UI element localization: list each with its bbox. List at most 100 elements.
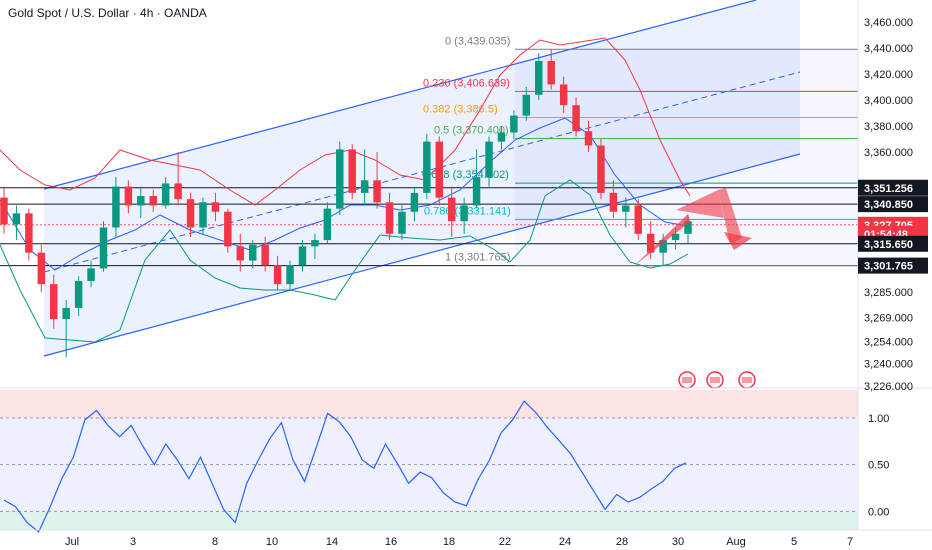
price-axis-label: 3,440.000 — [864, 43, 913, 55]
candle-body — [460, 205, 468, 222]
time-axis-label: 30 — [672, 536, 684, 548]
price-axis-label: 3,380.000 — [864, 121, 913, 133]
projection-arrow-down-shaft — [718, 188, 742, 244]
price-tag-box — [858, 179, 928, 196]
price-tag-label: 3,351.256 — [864, 183, 913, 195]
candle-body — [311, 240, 319, 247]
candle-body — [510, 115, 518, 133]
fib-label: 0 (3,439.035) — [445, 35, 510, 47]
us-event-flag-stripes — [682, 377, 692, 383]
candle-body — [186, 199, 195, 228]
time-axis-label: 22 — [499, 536, 511, 548]
time-axis-label: 14 — [326, 536, 338, 548]
candle-body — [646, 233, 655, 253]
candle-body — [535, 61, 543, 95]
candle-body — [323, 208, 332, 241]
projection-wedge — [634, 214, 690, 266]
time-axis-label: 8 — [212, 536, 218, 548]
candle-body — [37, 252, 46, 285]
candle-body — [559, 84, 568, 106]
time-axis-label: 18 — [443, 536, 455, 548]
price-axis-label: 3,240.000 — [864, 359, 913, 371]
candle-body — [149, 196, 157, 206]
channel-upper-line — [43, 0, 757, 190]
candle-body — [410, 192, 419, 212]
time-axis-label: 24 — [559, 536, 571, 548]
time-axis-label: 3 — [130, 536, 136, 548]
candle-body — [0, 197, 8, 225]
time-axis-label: Jul — [65, 536, 79, 548]
channel-mid-line — [43, 71, 801, 273]
price-tag-box — [858, 257, 928, 274]
candle-body — [497, 132, 506, 142]
candle-body — [336, 149, 344, 209]
price-axis-label: 3,269.000 — [864, 312, 913, 324]
price-axis-label: 3,360.000 — [864, 147, 913, 159]
osc-axis-label: 0.00 — [868, 506, 889, 518]
us-event-flag-stripes — [742, 377, 752, 383]
candle-body — [584, 131, 593, 146]
osc-axis-label: 0.50 — [868, 460, 889, 472]
candle-body — [597, 145, 605, 193]
candle-body — [273, 265, 282, 285]
candle-body — [248, 244, 257, 261]
time-axis-label: 16 — [385, 536, 397, 548]
candle-body — [211, 202, 220, 212]
candle-body — [99, 227, 108, 269]
candle-body — [609, 192, 618, 212]
candle-body — [435, 141, 444, 198]
price-tag-label: 3,301.765 — [864, 261, 913, 273]
price-axis-label: 3,285.000 — [864, 287, 913, 299]
time-axis-label: Aug — [726, 536, 746, 548]
time-axis-label: 7 — [847, 536, 853, 548]
bollinger-upper — [0, 37, 691, 206]
candle-body — [298, 246, 307, 266]
price-tag-box — [858, 235, 928, 252]
candle-body — [286, 265, 294, 285]
price-axis-label: 3,226.000 — [864, 381, 913, 393]
candle-body — [373, 180, 381, 203]
us-event-flag-stripes — [710, 377, 720, 383]
candle-body — [547, 61, 555, 85]
projection-arrow-down-head — [724, 232, 752, 250]
candle-body — [659, 240, 667, 253]
candle-body — [50, 284, 58, 320]
channel-fill — [44, 0, 800, 356]
candle-body — [423, 141, 431, 193]
candle-body — [224, 211, 232, 247]
chart-title: Gold Spot / U.S. Dollar · 4h · OANDA — [8, 6, 207, 20]
candle-body — [74, 280, 83, 308]
fib-label: 1 (3,301.765) — [445, 252, 510, 264]
osc-overbought-band — [0, 390, 858, 418]
candle-body — [485, 141, 493, 178]
bollinger-lower — [0, 179, 689, 343]
time-axis-label: 28 — [616, 536, 628, 548]
osc-axis-label: 1.00 — [868, 413, 889, 425]
candle-body — [137, 196, 145, 206]
candle-body — [398, 211, 406, 234]
candle-body — [261, 244, 269, 266]
candle-body — [348, 149, 356, 193]
time-axis-label: 5 — [791, 536, 797, 548]
candle-body — [25, 213, 33, 253]
candle-body — [522, 94, 531, 116]
candle-body — [87, 268, 95, 281]
osc-oversold-band — [0, 511, 858, 530]
bollinger-middle — [0, 117, 689, 271]
candle-body — [472, 177, 481, 206]
candle-body — [360, 180, 369, 193]
price-axis-label: 3,420.000 — [864, 69, 913, 81]
oscillator-line — [3, 400, 687, 533]
price-tag-label: 3,340.850 — [864, 199, 913, 211]
candle-body — [62, 307, 70, 320]
candle-body — [385, 202, 394, 234]
price-tag-label: 3,315.650 — [864, 239, 913, 251]
price-axis-label: 3,254.000 — [864, 336, 913, 348]
candle-body — [112, 186, 120, 228]
price-tag-box — [858, 196, 928, 213]
candle-body — [622, 205, 630, 212]
candle-body — [684, 221, 692, 234]
candle-body — [161, 183, 170, 206]
candle-body — [199, 202, 207, 228]
